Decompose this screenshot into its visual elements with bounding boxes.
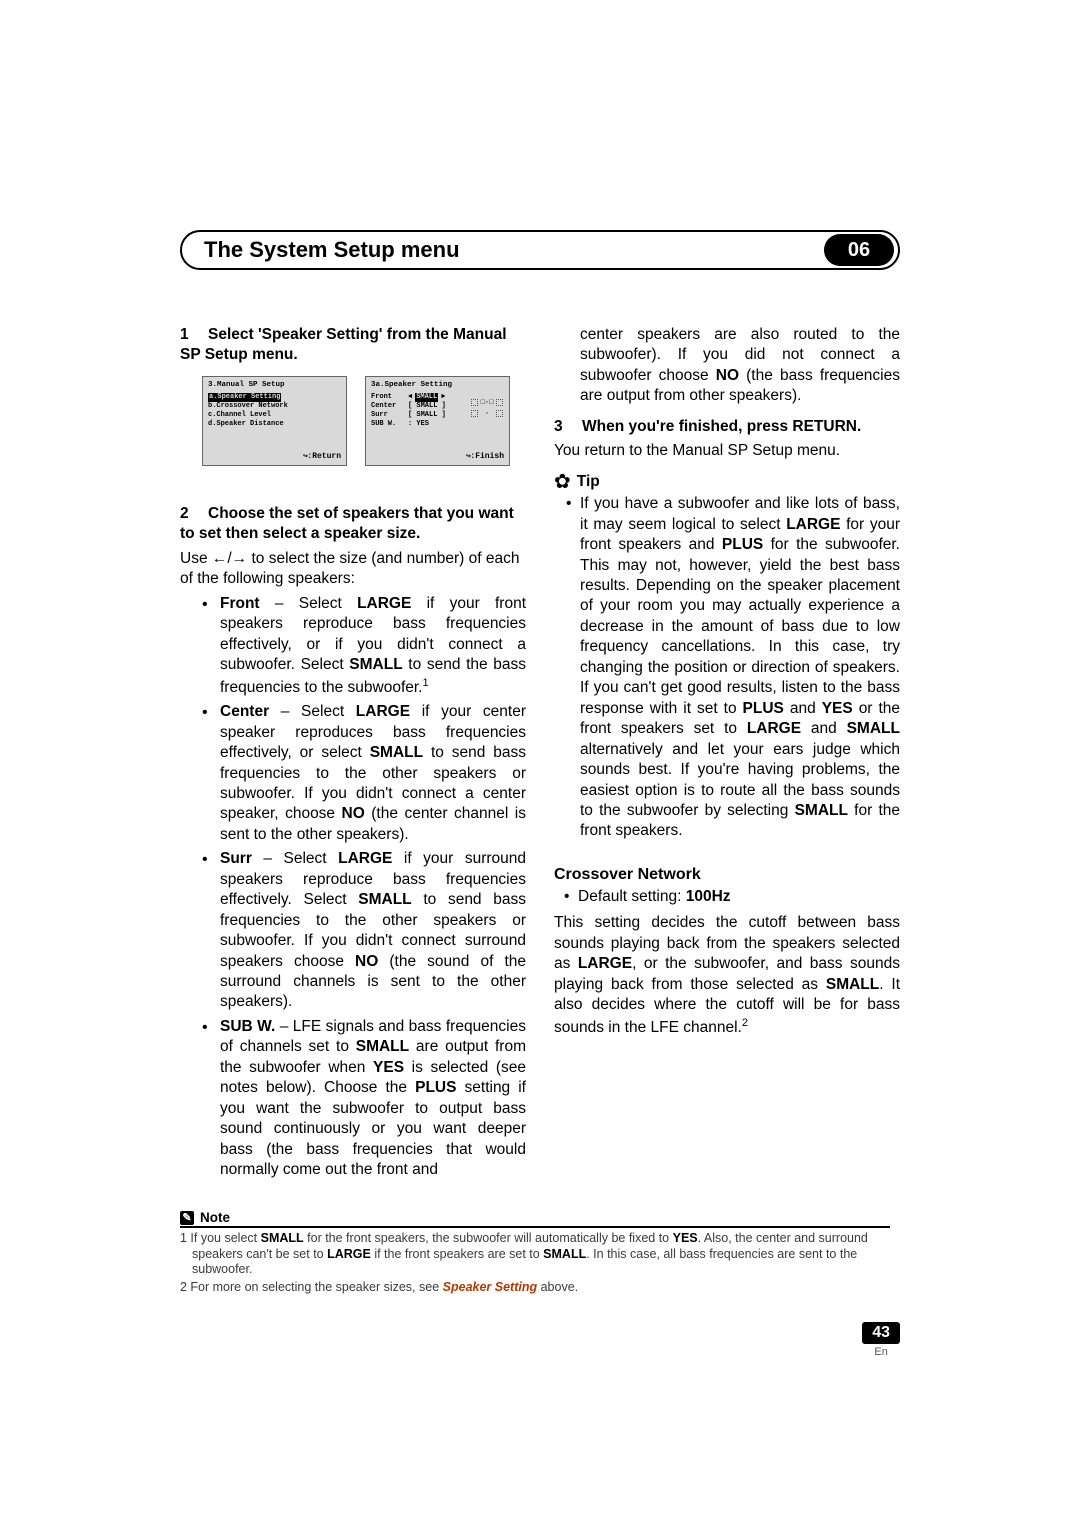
lcd-manual-sp-setup: 3.Manual SP Setup a.Speaker Setting b.Cr… bbox=[202, 376, 347, 466]
left-column: 1Select 'Speaker Setting' from the Manua… bbox=[180, 325, 526, 1185]
right-column: center speakers are also routed to the s… bbox=[554, 325, 900, 1185]
chapter-title: The System Setup menu bbox=[204, 237, 460, 263]
crossover-body: This setting decides the cutoff between … bbox=[554, 913, 900, 1038]
subw-continuation: center speakers are also routed to the s… bbox=[554, 325, 900, 407]
body-columns: 1Select 'Speaker Setting' from the Manua… bbox=[180, 325, 900, 1185]
step-1-heading: 1Select 'Speaker Setting' from the Manua… bbox=[180, 325, 526, 366]
crossover-default: Default setting: 100Hz bbox=[554, 887, 900, 907]
subw-option: SUB W. – LFE signals and bass frequencie… bbox=[206, 1017, 526, 1181]
finish-icon: ↩:Finish bbox=[466, 452, 504, 462]
gear-tip-icon: ✿ bbox=[554, 472, 571, 492]
footnote-2: 2 For more on selecting the speaker size… bbox=[180, 1280, 890, 1296]
return-icon: ↩:Return bbox=[303, 452, 341, 462]
footnotes: ✎ Note 1 If you select SMALL for the fro… bbox=[180, 1210, 890, 1298]
front-option: Front – Select LARGE if your front speak… bbox=[206, 594, 526, 698]
tip-heading: ✿ Tip bbox=[554, 472, 900, 492]
crossover-heading: Crossover Network bbox=[554, 864, 900, 885]
left-right-arrow-icon: ←/→ bbox=[212, 550, 247, 567]
speaker-options-list: Front – Select LARGE if your front speak… bbox=[180, 594, 526, 1181]
step-2-heading: 2Choose the set of speakers that you wan… bbox=[180, 504, 526, 545]
page-number: 43 En bbox=[862, 1322, 900, 1358]
speaker-layout-icon: □◦□ ◦ bbox=[471, 399, 503, 421]
center-option: Center – Select LARGE if your center spe… bbox=[206, 702, 526, 845]
step-3-body: You return to the Manual SP Setup menu. bbox=[554, 441, 900, 461]
chapter-number-badge: 06 bbox=[824, 234, 894, 266]
note-icon: ✎ bbox=[180, 1211, 194, 1225]
lcd-speaker-setting: 3a.Speaker Setting Front◄SMALL► Center[ … bbox=[365, 376, 510, 466]
chapter-title-bar: The System Setup menu 06 bbox=[180, 230, 900, 270]
step-3-heading: 3When you're finished, press RETURN. bbox=[554, 417, 900, 437]
surr-option: Surr – Select LARGE if your surround spe… bbox=[206, 849, 526, 1013]
step-2-body: Use ←/→ to select the size (and number) … bbox=[180, 549, 526, 590]
manual-page: The System Setup menu 06 1Select 'Speake… bbox=[0, 0, 1080, 1528]
note-heading: ✎ Note bbox=[180, 1210, 890, 1228]
lcd-screenshots: 3.Manual SP Setup a.Speaker Setting b.Cr… bbox=[202, 376, 526, 466]
tip-body: If you have a subwoofer and like lots of… bbox=[554, 494, 900, 842]
footnote-1: 1 If you select SMALL for the front spea… bbox=[180, 1231, 890, 1278]
